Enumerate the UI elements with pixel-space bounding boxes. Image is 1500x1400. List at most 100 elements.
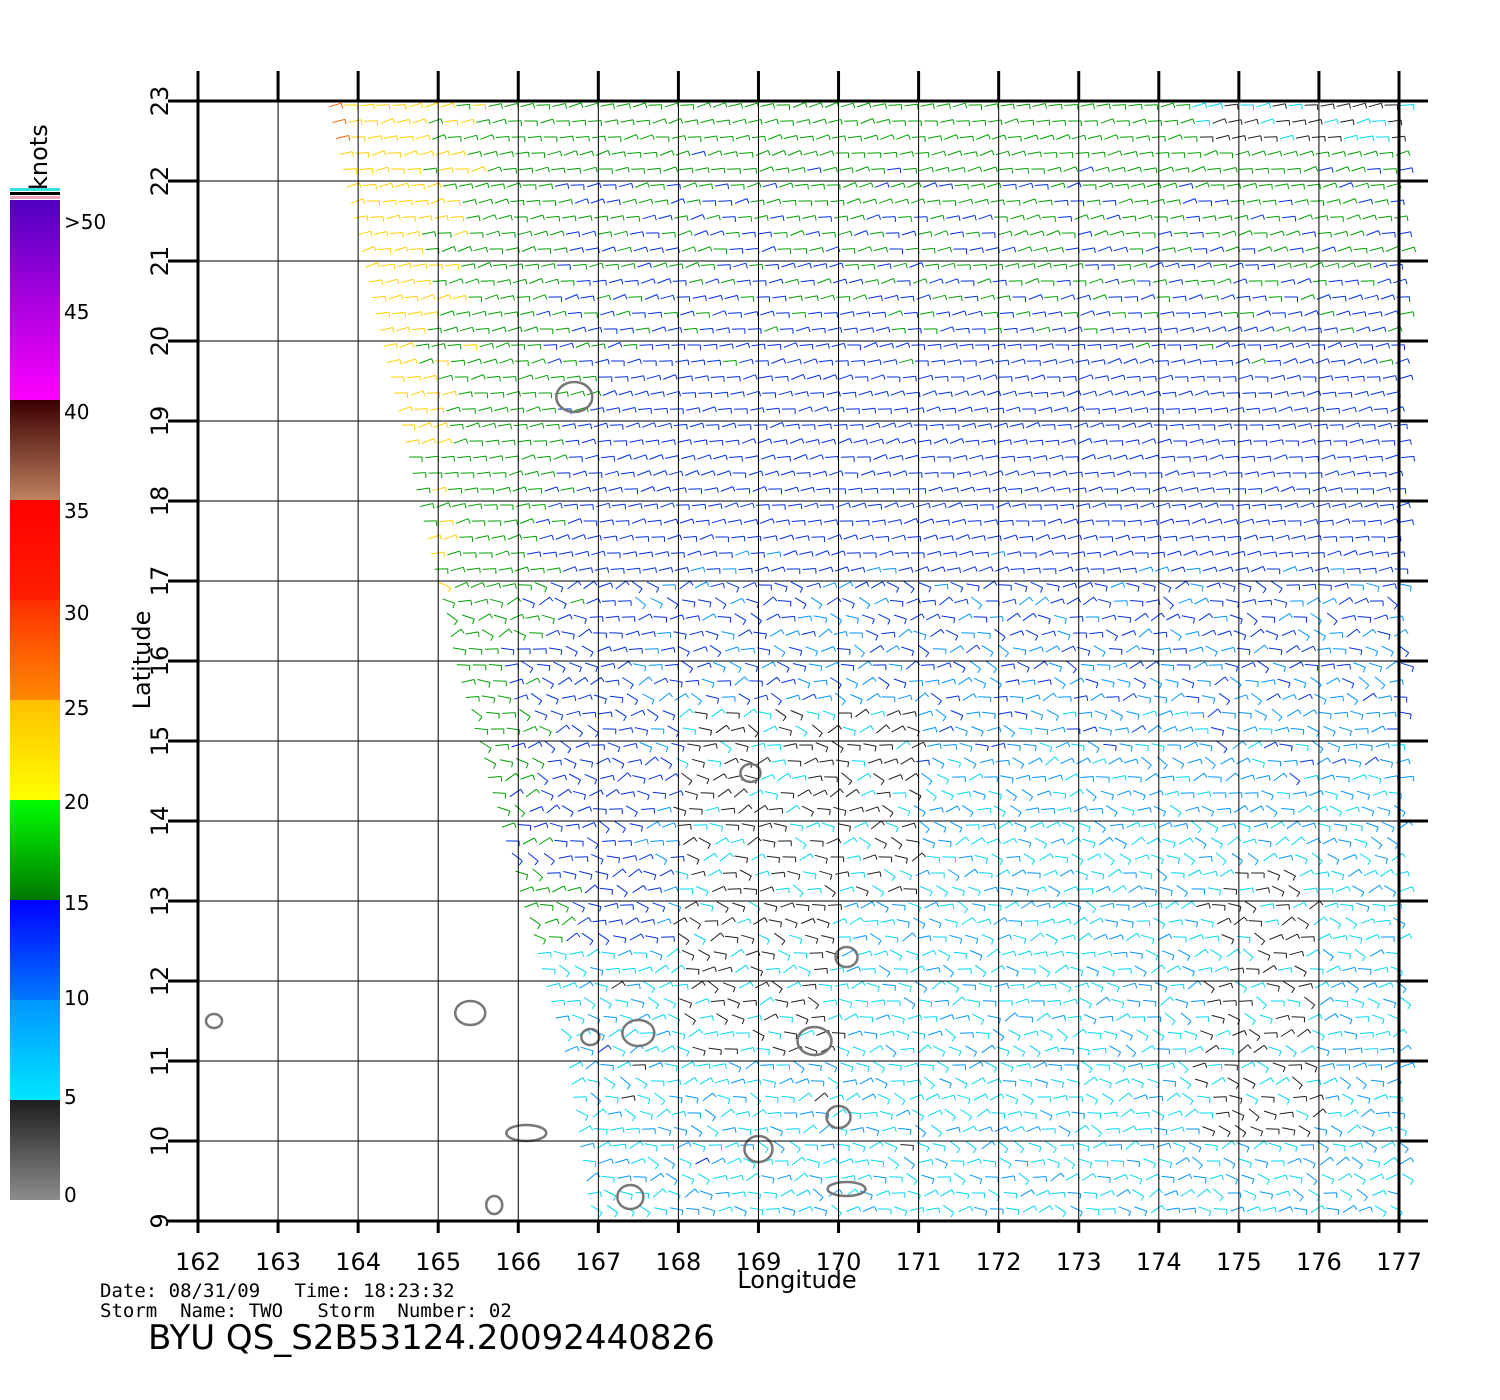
wind-barb	[770, 215, 784, 219]
wind-barb	[1094, 710, 1108, 716]
wind-barb	[1292, 119, 1306, 123]
wind-barb-flag	[714, 406, 717, 413]
wind-barb-flag	[954, 408, 957, 414]
wind-barb	[734, 676, 746, 686]
wind-barb	[1084, 471, 1098, 475]
wind-barb	[701, 264, 715, 266]
wind-barb	[1272, 103, 1286, 107]
wind-barb-flag	[1115, 134, 1119, 140]
wind-barb-flag	[499, 166, 503, 172]
wind-barb-flag	[1111, 182, 1114, 189]
wind-barb	[812, 118, 826, 124]
wind-barb-flag	[985, 471, 988, 477]
wind-barb	[1204, 502, 1217, 508]
wind-barb-flag	[562, 667, 566, 673]
wind-barb	[565, 231, 579, 235]
wind-barb-flag	[1024, 650, 1027, 656]
wind-barb	[624, 134, 637, 140]
wind-barb-flag	[1365, 598, 1370, 604]
wind-barb	[888, 310, 901, 316]
wind-barb-flag	[1033, 679, 1036, 686]
wind-barb	[573, 263, 587, 267]
wind-barb-flag	[1099, 552, 1101, 558]
wind-barb-flag	[1376, 502, 1379, 509]
wind-barb	[966, 711, 980, 715]
wind-barb	[1238, 230, 1251, 236]
wind-barb-flag	[457, 264, 460, 270]
wind-barb-flag	[797, 630, 801, 636]
wind-barb-flag	[972, 136, 974, 142]
wind-barb-flag	[525, 694, 529, 700]
wind-barb	[1211, 535, 1225, 539]
wind-barb-flag	[1300, 661, 1304, 667]
wind-barb-flag	[1316, 519, 1319, 525]
wind-barb-flag	[1331, 167, 1334, 173]
wind-barb-flag	[574, 566, 578, 572]
wind-barb	[1143, 519, 1157, 523]
wind-barb	[622, 677, 634, 685]
wind-barb	[744, 311, 758, 315]
wind-barb	[1138, 566, 1152, 572]
wind-barb	[1229, 614, 1243, 620]
wind-barb-flag	[907, 342, 911, 348]
wind-barb-flag	[687, 567, 690, 573]
wind-barb-flag	[572, 136, 574, 142]
wind-barb	[465, 422, 479, 428]
wind-barb-flag	[1022, 215, 1025, 221]
wind-barb-flag	[1199, 568, 1201, 574]
wind-barb-flag	[968, 677, 973, 683]
wind-barb	[901, 646, 914, 652]
wind-barb	[954, 598, 967, 604]
wind-barb-flag	[1243, 343, 1246, 349]
wind-barb	[962, 214, 976, 220]
wind-barb	[664, 663, 678, 667]
wind-barb	[976, 134, 989, 140]
wind-barb-flag	[992, 295, 996, 301]
wind-barb	[1320, 663, 1334, 667]
wind-barb-flag	[1310, 423, 1313, 429]
wind-barb-flag	[711, 534, 715, 540]
wind-barb-flag	[990, 423, 993, 429]
wind-barb	[564, 503, 578, 507]
wind-barb-flag	[584, 677, 589, 683]
wind-barb-flag	[429, 422, 433, 428]
wind-barb	[698, 183, 712, 187]
wind-barb	[1350, 375, 1364, 379]
wind-barb	[664, 311, 678, 315]
wind-barb-flag	[1015, 184, 1017, 190]
wind-barb	[1372, 472, 1386, 474]
wind-barb-flag	[1409, 586, 1412, 592]
wind-barb	[714, 597, 727, 605]
wind-barb-flag	[1063, 182, 1066, 189]
wind-barb-flag	[940, 629, 945, 634]
wind-barb-flag	[694, 729, 697, 736]
wind-barb	[1033, 660, 1045, 670]
wind-barb	[1088, 486, 1102, 492]
wind-barb	[611, 151, 625, 155]
wind-barb	[754, 566, 768, 572]
wind-barb	[1102, 200, 1116, 202]
wind-barb-flag	[988, 278, 992, 284]
wind-barb	[971, 726, 984, 732]
wind-barb-flag	[1029, 596, 1034, 602]
wind-barb	[602, 390, 616, 396]
wind-barb	[1294, 407, 1308, 411]
wind-barb	[757, 647, 770, 651]
wind-barb	[1341, 262, 1354, 268]
wind-barb-flag	[464, 650, 467, 656]
wind-barb-flag	[404, 312, 407, 318]
wind-barb-flag	[410, 200, 413, 206]
wind-barb-flag	[1090, 712, 1093, 718]
wind-barb-flag	[762, 407, 765, 413]
wind-barb-flag	[1165, 279, 1168, 285]
wind-barb	[842, 391, 856, 395]
wind-barb-flag	[1094, 391, 1098, 397]
wind-barb-flag	[609, 646, 612, 652]
wind-barb	[1326, 199, 1340, 203]
wind-barb	[795, 326, 809, 332]
wind-barb	[1181, 678, 1195, 684]
wind-barb	[1026, 422, 1039, 428]
wind-barb	[984, 103, 998, 107]
wind-barb-flag	[446, 215, 449, 221]
wind-barb-flag	[1135, 151, 1138, 157]
